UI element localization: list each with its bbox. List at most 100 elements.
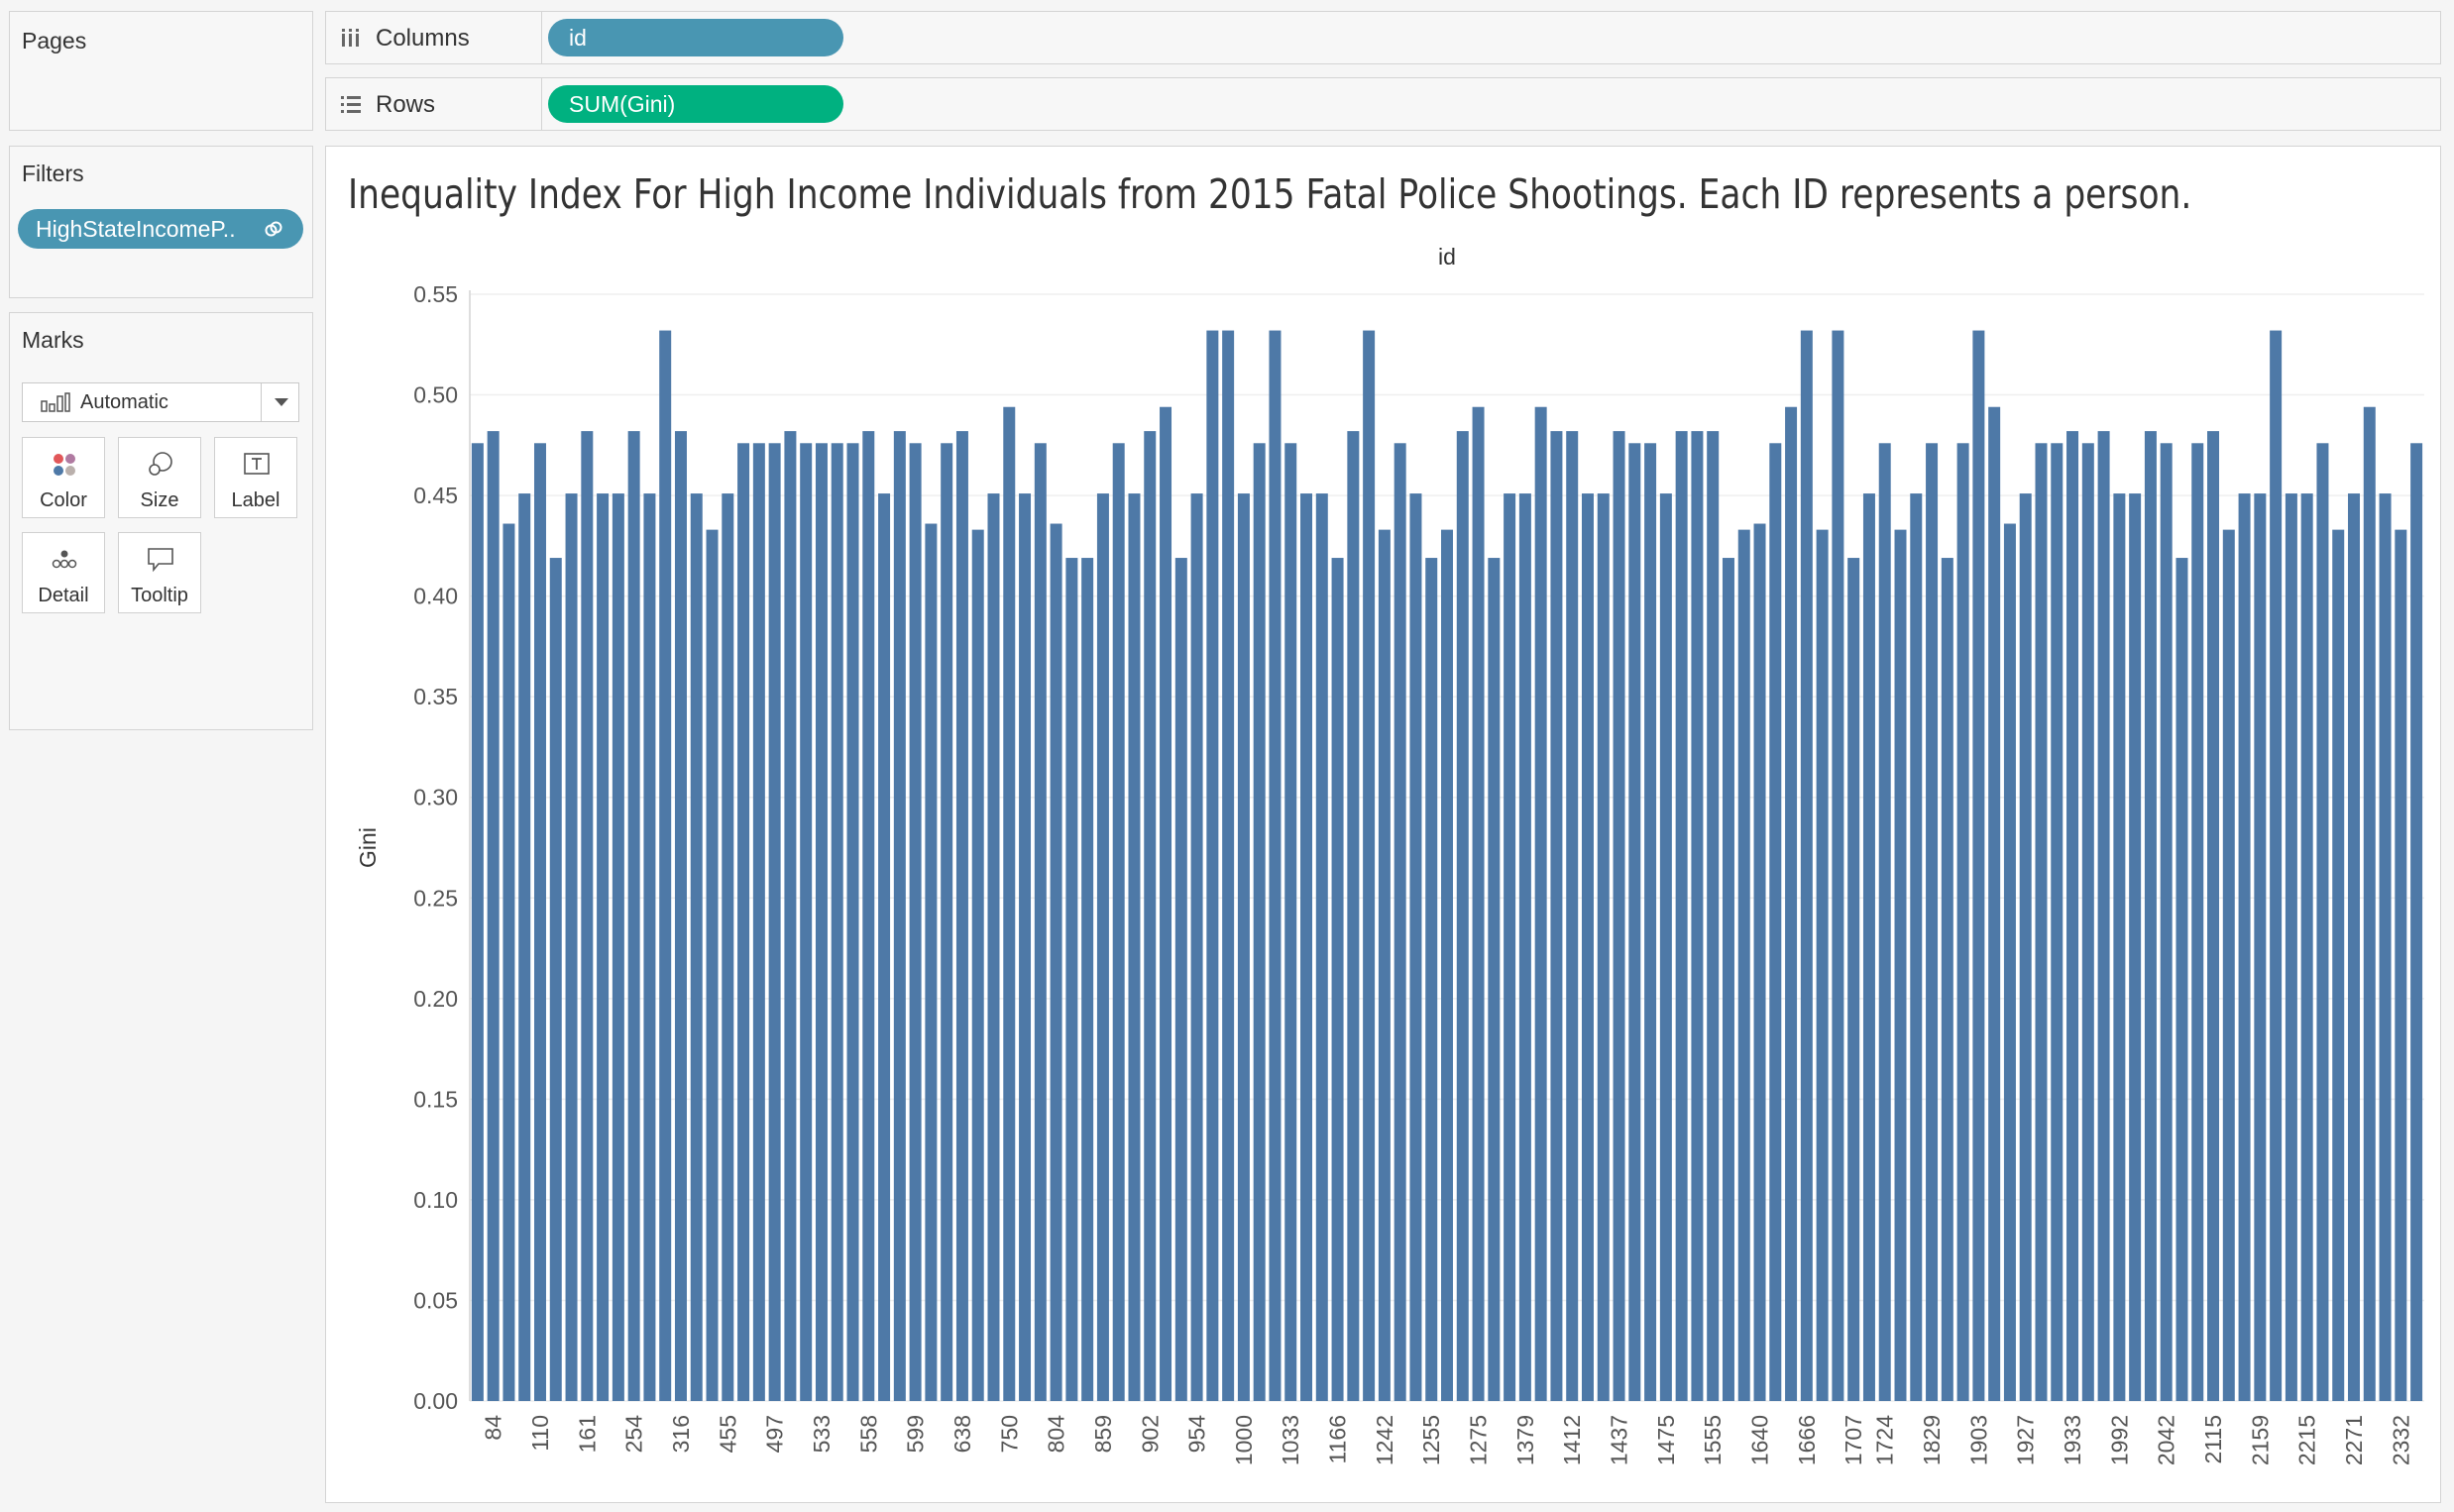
x-tick-label: 1275 bbox=[1466, 1415, 1492, 1465]
bar bbox=[2019, 493, 2032, 1401]
x-tick-label: 1475 bbox=[1653, 1415, 1679, 1465]
bar bbox=[1394, 443, 1406, 1402]
x-tick-label: 1829 bbox=[1919, 1415, 1945, 1465]
bar bbox=[2410, 443, 2423, 1402]
chevron-down-icon[interactable] bbox=[275, 398, 288, 406]
y-tick-label: 0.00 bbox=[413, 1388, 458, 1414]
columns-shelf-header: Columns bbox=[326, 12, 542, 63]
x-tick-label: 804 bbox=[1044, 1415, 1069, 1454]
bar bbox=[1816, 529, 1829, 1401]
bar bbox=[1581, 493, 1594, 1401]
bar bbox=[1878, 443, 1891, 1402]
bar bbox=[1566, 431, 1579, 1401]
y-tick-label: 0.15 bbox=[413, 1086, 458, 1112]
x-tick-label: 1666 bbox=[1794, 1415, 1820, 1465]
bar bbox=[2379, 493, 2392, 1401]
bar bbox=[1331, 558, 1344, 1401]
bar bbox=[1050, 523, 1062, 1401]
bar bbox=[1644, 443, 1657, 1402]
bar bbox=[1096, 493, 1109, 1401]
filter-pill-high-state-income[interactable]: HighStateIncomeP.. bbox=[18, 209, 303, 249]
bar bbox=[1518, 493, 1531, 1401]
bar bbox=[815, 443, 828, 1402]
bar bbox=[2348, 493, 2361, 1401]
bar bbox=[800, 443, 813, 1402]
y-tick-label: 0.30 bbox=[413, 785, 458, 810]
pages-card: Pages bbox=[9, 11, 313, 131]
bar bbox=[1237, 493, 1250, 1401]
pages-title: Pages bbox=[22, 28, 87, 54]
mark-type-dropdown[interactable]: Automatic bbox=[22, 382, 299, 422]
bar bbox=[549, 558, 562, 1401]
rows-shelf-header: Rows bbox=[326, 78, 542, 130]
bar bbox=[1862, 493, 1875, 1401]
y-tick-label: 0.50 bbox=[413, 382, 458, 408]
y-axis-title: Gini bbox=[355, 827, 381, 868]
x-tick-label: 497 bbox=[762, 1415, 788, 1453]
bar bbox=[1144, 431, 1157, 1401]
bar bbox=[2160, 443, 2173, 1402]
bar bbox=[1128, 493, 1141, 1401]
x-tick-label: 2271 bbox=[2341, 1415, 2367, 1465]
x-tick-label: 1933 bbox=[2060, 1415, 2085, 1465]
x-tick-label: 1379 bbox=[1512, 1415, 1538, 1465]
bar bbox=[2191, 443, 2204, 1402]
bar bbox=[643, 493, 656, 1401]
rows-shelf-label: Rows bbox=[376, 91, 436, 118]
tooltip-button[interactable]: Tooltip bbox=[118, 532, 201, 613]
bar bbox=[1753, 523, 1766, 1401]
bar bbox=[2254, 493, 2267, 1401]
x-tick-label: 1255 bbox=[1418, 1415, 1444, 1465]
bar bbox=[1675, 431, 1688, 1401]
bar bbox=[1722, 558, 1734, 1401]
link-icon bbox=[265, 221, 282, 237]
bar bbox=[1550, 431, 1563, 1401]
bar bbox=[674, 431, 687, 1401]
bar bbox=[1300, 493, 1313, 1401]
detail-button-label: Detail bbox=[38, 585, 89, 606]
bar bbox=[862, 431, 875, 1401]
bar bbox=[1800, 330, 1813, 1401]
bar bbox=[690, 493, 703, 1401]
label-button[interactable]: Label bbox=[214, 437, 297, 518]
bar bbox=[2395, 529, 2407, 1401]
tooltip-icon bbox=[148, 548, 173, 573]
columns-field-pill[interactable]: id bbox=[548, 19, 843, 56]
rows-shelf[interactable]: Rows SUM(Gini) bbox=[325, 77, 2441, 131]
size-button[interactable]: Size bbox=[118, 437, 201, 518]
bar bbox=[1941, 558, 1953, 1401]
bar bbox=[2285, 493, 2297, 1401]
rows-icon bbox=[341, 96, 361, 113]
bar bbox=[565, 493, 578, 1401]
bar bbox=[2144, 431, 2157, 1401]
bar bbox=[1456, 431, 1469, 1401]
x-tick-label: 2332 bbox=[2388, 1415, 2413, 1465]
bar bbox=[1174, 558, 1187, 1401]
rows-field-pill[interactable]: SUM(Gini) bbox=[548, 85, 843, 123]
bar bbox=[2051, 443, 2064, 1402]
y-tick-label: 0.40 bbox=[413, 584, 458, 609]
bar bbox=[1534, 406, 1547, 1401]
text-label-icon bbox=[244, 453, 270, 475]
x-tick-label: 1437 bbox=[1607, 1415, 1632, 1465]
bar bbox=[1441, 529, 1453, 1401]
x-tick-label: 161 bbox=[574, 1415, 600, 1453]
columns-shelf[interactable]: Columns id bbox=[325, 11, 2441, 64]
bar bbox=[2129, 493, 2142, 1401]
x-tick-label: 110 bbox=[527, 1415, 553, 1452]
x-tick-label: 638 bbox=[949, 1415, 975, 1453]
y-tick-label: 0.25 bbox=[413, 885, 458, 911]
bar bbox=[1613, 431, 1625, 1401]
bar bbox=[1269, 330, 1282, 1401]
bar bbox=[1988, 406, 2001, 1401]
bar bbox=[878, 493, 891, 1401]
color-button[interactable]: Color bbox=[22, 437, 105, 518]
bar bbox=[1691, 431, 1704, 1401]
chart-pane: Inequality Index For High Income Individ… bbox=[325, 146, 2441, 1503]
detail-button[interactable]: Detail bbox=[22, 532, 105, 613]
bar bbox=[1081, 558, 1094, 1401]
y-tick-label: 0.45 bbox=[413, 483, 458, 508]
x-tick-label: 1555 bbox=[1700, 1415, 1726, 1465]
bar bbox=[2238, 493, 2251, 1401]
bar bbox=[2316, 443, 2329, 1402]
